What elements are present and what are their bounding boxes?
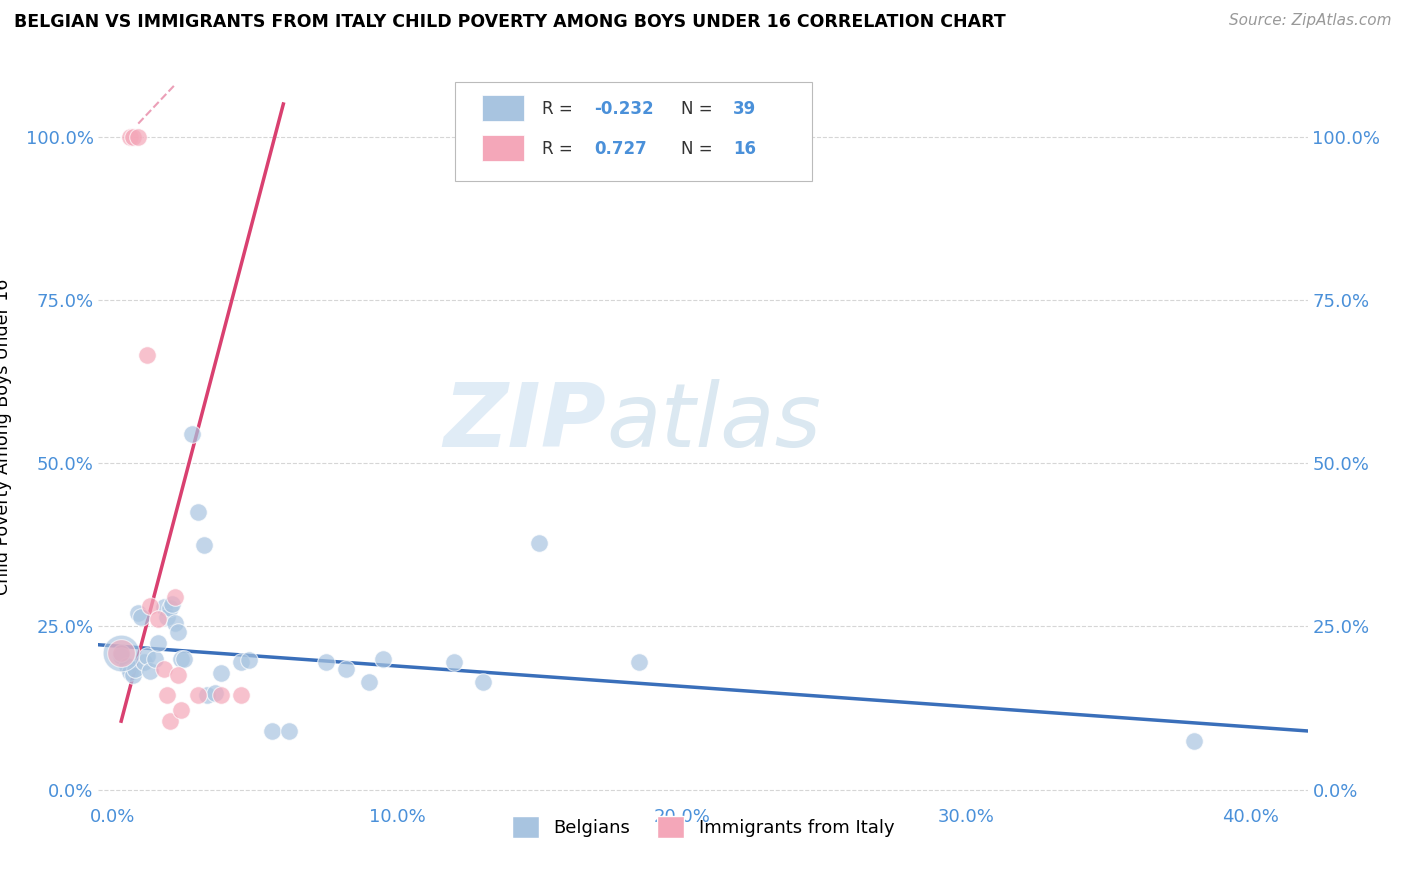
Point: [153, 599, 176, 614]
Point: [138, 664, 160, 678]
Point: [156, 688, 179, 702]
Text: -0.232: -0.232: [595, 100, 654, 118]
Point: [204, 686, 226, 700]
Point: [170, 652, 193, 666]
Point: [143, 652, 166, 666]
Point: [238, 653, 260, 667]
Y-axis label: Child Poverty Among Boys Under 16: Child Poverty Among Boys Under 16: [0, 279, 11, 595]
Point: [127, 129, 149, 144]
Point: [165, 590, 187, 604]
Point: [118, 129, 141, 144]
Text: 39: 39: [734, 100, 756, 118]
Point: [146, 612, 169, 626]
Point: [110, 646, 132, 660]
Point: [167, 624, 190, 639]
Point: [110, 646, 132, 660]
Point: [1182, 733, 1205, 747]
Point: [357, 675, 380, 690]
Point: [165, 616, 187, 631]
Point: [135, 648, 157, 663]
Point: [173, 652, 195, 666]
Point: [135, 348, 157, 362]
Point: [127, 607, 149, 621]
Point: [443, 656, 465, 670]
Text: ZIP: ZIP: [443, 379, 606, 466]
Point: [159, 714, 181, 728]
Point: [121, 668, 143, 682]
Point: [187, 688, 209, 702]
Point: [156, 609, 179, 624]
Point: [132, 656, 155, 670]
Point: [529, 536, 551, 550]
Text: Source: ZipAtlas.com: Source: ZipAtlas.com: [1229, 13, 1392, 29]
Text: N =: N =: [682, 140, 713, 158]
Text: R =: R =: [543, 140, 572, 158]
Text: N =: N =: [682, 100, 713, 118]
Point: [209, 666, 232, 681]
FancyBboxPatch shape: [482, 135, 524, 161]
Point: [167, 668, 190, 682]
Point: [159, 601, 181, 615]
Point: [229, 688, 252, 702]
Point: [153, 662, 176, 676]
FancyBboxPatch shape: [456, 82, 811, 181]
Point: [193, 538, 215, 552]
Point: [471, 675, 494, 690]
Point: [146, 636, 169, 650]
Point: [229, 656, 252, 670]
Point: [371, 652, 394, 666]
Point: [110, 646, 132, 660]
Point: [278, 723, 301, 738]
Point: [187, 505, 209, 519]
Text: R =: R =: [543, 100, 572, 118]
Point: [209, 688, 232, 702]
Text: 0.727: 0.727: [595, 140, 647, 158]
Point: [181, 426, 204, 441]
Point: [118, 665, 141, 680]
Text: atlas: atlas: [606, 379, 821, 466]
Point: [170, 703, 193, 717]
Point: [110, 648, 132, 663]
Point: [124, 662, 146, 676]
Point: [115, 658, 138, 673]
Point: [138, 599, 160, 613]
Text: BELGIAN VS IMMIGRANTS FROM ITALY CHILD POVERTY AMONG BOYS UNDER 16 CORRELATION C: BELGIAN VS IMMIGRANTS FROM ITALY CHILD P…: [14, 13, 1005, 31]
Point: [260, 723, 283, 738]
Text: 16: 16: [734, 140, 756, 158]
Point: [162, 597, 184, 611]
FancyBboxPatch shape: [482, 95, 524, 121]
Point: [129, 609, 152, 624]
Point: [335, 662, 357, 676]
Point: [121, 129, 143, 144]
Point: [195, 688, 218, 702]
Point: [627, 656, 650, 670]
Legend: Belgians, Immigrants from Italy: Belgians, Immigrants from Italy: [505, 808, 901, 845]
Point: [315, 656, 337, 670]
